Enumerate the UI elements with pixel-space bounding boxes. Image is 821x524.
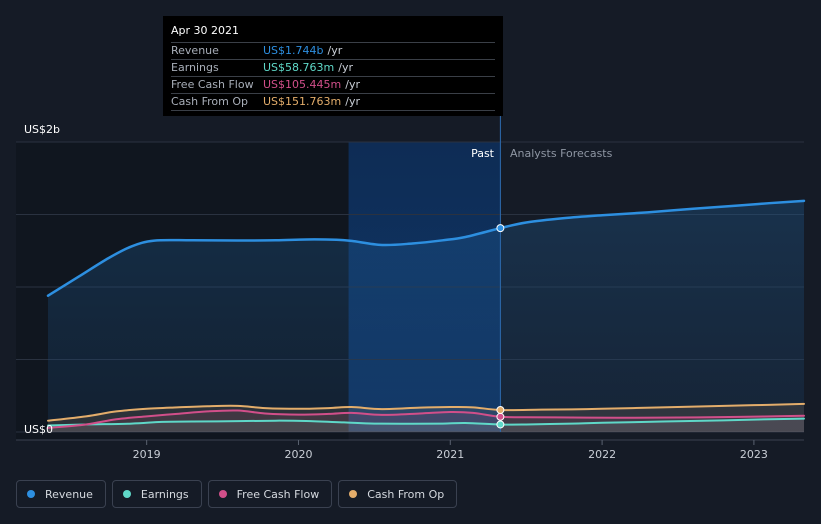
line-cfo (47, 402, 805, 422)
tooltip-unit: /yr (338, 61, 353, 74)
y-axis-top-label: US$2b (24, 123, 60, 136)
x-tick-label: 2022 (588, 448, 616, 461)
tooltip-row-earnings: Earnings US$58.763m /yr (171, 59, 495, 76)
tooltip-unit: /yr (345, 78, 360, 91)
line-fcf (47, 409, 805, 429)
legend-label: Free Cash Flow (236, 487, 320, 501)
marker-dot-revenue (496, 224, 505, 233)
area-fcf (48, 410, 804, 432)
tooltip-date: Apr 30 2021 (171, 24, 240, 37)
tooltip-row-cfo: Cash From Op US$151.763m /yr (171, 93, 495, 111)
marker-dot-fcf (496, 412, 505, 421)
tooltip-value: US$1.744b (263, 44, 324, 57)
marker-dot-earnings (496, 420, 505, 429)
legend-label: Earnings (140, 487, 189, 501)
tooltip-label: Earnings (171, 61, 219, 74)
tooltip-label: Cash From Op (171, 95, 249, 108)
line-revenue (46, 199, 806, 297)
x-tick-label: 2020 (284, 448, 312, 461)
x-tick-label: 2021 (436, 448, 464, 461)
legend: Revenue Earnings Free Cash Flow Cash Fro… (16, 480, 458, 508)
legend-item-cfo[interactable]: Cash From Op (338, 480, 458, 508)
tooltip-value: US$58.763m (263, 61, 335, 74)
tooltip-row-fcf: Free Cash Flow US$105.445m /yr (171, 76, 495, 93)
area-revenue (48, 200, 804, 432)
tooltip: Apr 30 2021 Revenue US$1.744b /yr Earnin… (163, 16, 503, 116)
tooltip-value: US$151.763m (263, 95, 342, 108)
past-label: Past (471, 147, 495, 160)
legend-dot-icon (122, 490, 131, 498)
x-tick-label: 2023 (740, 448, 768, 461)
y-axis-bottom-label: US$0 (24, 423, 53, 436)
legend-item-fcf[interactable]: Free Cash Flow (207, 480, 333, 508)
marker-dot-cfo (496, 405, 505, 414)
legend-label: Cash From Op (367, 487, 445, 501)
tooltip-label: Revenue (171, 44, 219, 57)
tooltip-unit: /yr (327, 44, 343, 57)
tooltip-value: US$105.445m (263, 78, 342, 91)
tooltip-unit: /yr (345, 95, 360, 108)
legend-item-revenue[interactable]: Revenue (16, 480, 106, 508)
tooltip-row-revenue: Revenue US$1.744b /yr (171, 42, 495, 59)
line-earnings (47, 417, 805, 427)
tooltip-label: Free Cash Flow (171, 78, 254, 91)
legend-dot-icon (349, 490, 358, 498)
x-tick-label: 2019 (133, 448, 161, 461)
legend-dot-icon (218, 490, 227, 498)
legend-item-earnings[interactable]: Earnings (111, 480, 202, 508)
forecast-label: Analysts Forecasts (510, 147, 613, 160)
legend-dot-icon (27, 490, 35, 498)
legend-label: Revenue (45, 487, 93, 501)
